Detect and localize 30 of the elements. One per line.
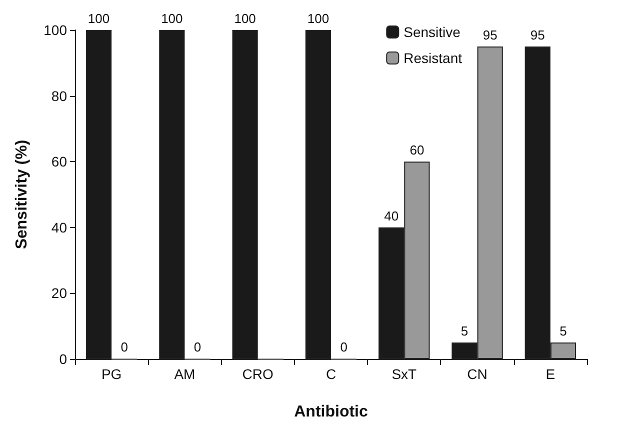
data-label: 100 <box>307 11 330 26</box>
x-tick-label: CN <box>467 366 488 382</box>
y-axis-title: Sensitivity (%) <box>14 140 30 250</box>
legend-label: Sensitive <box>404 24 461 40</box>
data-label: 60 <box>410 142 424 158</box>
y-tick-label: 80 <box>51 88 68 104</box>
legend-label: Resistant <box>404 50 462 66</box>
data-label: 0 <box>194 340 202 354</box>
x-tick-label: E <box>546 366 556 382</box>
data-label: 0 <box>120 340 128 354</box>
data-label: 100 <box>234 11 256 26</box>
x-tick-label: AM <box>174 366 196 382</box>
x-tick-label: PG <box>101 366 122 382</box>
data-label: 40 <box>384 208 399 224</box>
y-tick-label: 100 <box>44 22 68 38</box>
x-axis-title: Antibiotic <box>294 404 368 420</box>
data-label: 95 <box>530 27 545 42</box>
data-label: 0 <box>340 340 348 354</box>
y-tick-label: 40 <box>51 219 68 236</box>
y-tick-label: 0 <box>59 351 68 367</box>
x-tick-label: CRO <box>242 366 274 382</box>
data-label: 100 <box>88 11 110 26</box>
x-tick-label: C <box>326 366 336 382</box>
data-label: 5 <box>560 324 567 339</box>
x-tick-label: SxT <box>392 366 418 382</box>
data-label: 5 <box>460 324 468 339</box>
y-tick-label: 60 <box>51 154 68 170</box>
data-label: 100 <box>161 11 183 26</box>
y-tick-label: 20 <box>51 285 68 302</box>
data-label: 95 <box>482 27 498 42</box>
